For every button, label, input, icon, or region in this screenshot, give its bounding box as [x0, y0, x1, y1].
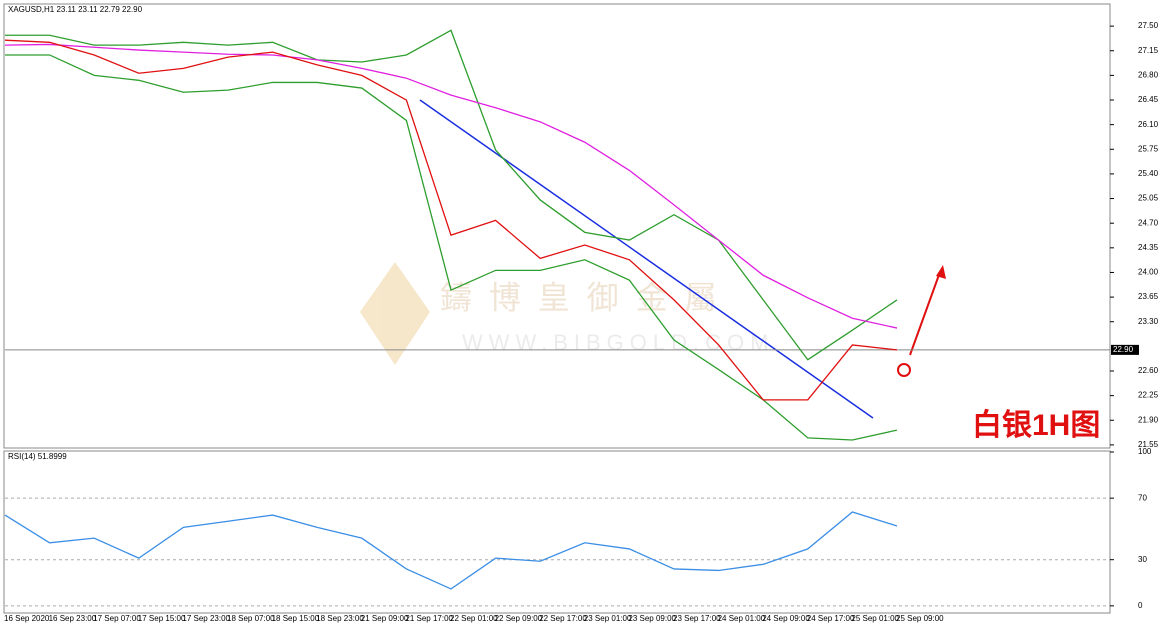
arrow [909, 271, 941, 356]
x-tick-label: 22 Sep 09:00 [495, 614, 543, 623]
x-tick-label: 25 Sep 09:00 [896, 614, 944, 623]
x-tick-label: 17 Sep 07:00 [93, 614, 141, 623]
y-tick-label: 21.55 [1138, 440, 1159, 449]
series-line [5, 29, 898, 361]
y-tick-label: 30 [1138, 555, 1147, 564]
series-line [4, 511, 898, 590]
y-tick-label: 70 [1138, 493, 1147, 502]
x-tick-label: 18 Sep 15:00 [272, 614, 320, 623]
series-line [5, 54, 898, 441]
y-tick-label: 24.35 [1138, 243, 1159, 252]
annotation: 白银1H图 [972, 409, 1100, 442]
y-tick-label: 100 [1138, 447, 1152, 456]
watermark-logo [360, 262, 430, 365]
x-tick-label: 23 Sep 01:00 [584, 614, 632, 623]
y-tick-label: 25.40 [1138, 169, 1159, 178]
y-tick-label: 27.15 [1138, 46, 1159, 55]
x-tick-label: 24 Sep 09:00 [762, 614, 810, 623]
y-tick-label: 23.30 [1138, 317, 1159, 326]
marker-circle [897, 363, 911, 377]
x-tick-label: 16 Sep 2020 [4, 614, 50, 623]
rsi-panel [3, 450, 1111, 614]
x-tick-label: 22 Sep 01:00 [450, 614, 498, 623]
trend-line [419, 99, 874, 419]
x-tick-label: 18 Sep 07:00 [227, 614, 275, 623]
current-price-label: 22.90 [1113, 345, 1134, 354]
y-tick-label: 22.60 [1138, 366, 1159, 375]
y-tick-label: 27.50 [1138, 21, 1159, 30]
x-tick-label: 21 Sep 09:00 [361, 614, 409, 623]
price-panel [3, 3, 1111, 449]
x-tick-label: 21 Sep 17:00 [405, 614, 453, 623]
x-tick-label: 23 Sep 09:00 [628, 614, 676, 623]
x-tick-label: 18 Sep 23:00 [316, 614, 364, 623]
y-tick-label: 25.05 [1138, 194, 1159, 203]
watermark: 鑄 博 皇 御 金 屬 WWW.BIBGOLD.COM [360, 262, 774, 365]
watermark-name: 鑄 博 皇 御 金 屬 [440, 279, 720, 315]
x-tick-label: 17 Sep 23:00 [182, 614, 230, 623]
arrow-head [936, 265, 946, 279]
y-tick-label: 25.75 [1138, 144, 1159, 153]
y-tick-label: 22.25 [1138, 391, 1159, 400]
y-tick-label: 21.90 [1138, 415, 1159, 424]
current-price-box [1111, 344, 1139, 355]
y-tick-label: 26.80 [1138, 70, 1159, 79]
indicator-title: RSI(14) 51.8999 [8, 452, 67, 461]
series-line [4, 39, 898, 401]
y-tick-label: 23.65 [1138, 292, 1159, 301]
x-tick-label: 24 Sep 01:00 [718, 614, 766, 623]
x-tick-label: 17 Sep 15:00 [138, 614, 186, 623]
y-tick-label: 26.10 [1138, 120, 1159, 129]
x-tick-label: 22 Sep 17:00 [539, 614, 587, 623]
x-tick-label: 23 Sep 17:00 [673, 614, 721, 623]
x-tick-label: 16 Sep 23:00 [49, 614, 97, 623]
y-tick-label: 0 [1138, 601, 1143, 610]
y-tick-label: 24.00 [1138, 268, 1159, 277]
series-line [4, 43, 898, 329]
watermark-url: WWW.BIBGOLD.COM [462, 330, 774, 355]
x-tick-label: 24 Sep 17:00 [807, 614, 855, 623]
x-tick-label: 25 Sep 01:00 [851, 614, 899, 623]
y-tick-label: 24.70 [1138, 218, 1159, 227]
y-tick-label: 26.45 [1138, 95, 1159, 104]
chart-header: XAGUSD,H1 23.11 23.11 22.79 22.90 [8, 5, 143, 14]
